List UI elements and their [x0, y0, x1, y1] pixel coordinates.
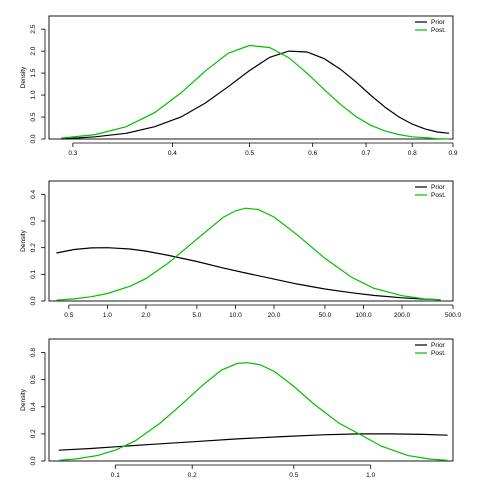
chart-panel-2: 0.5 1.0 2.0 5.0 10.0 20.0 50.0 100.0 200.0 500.0 0…	[20, 180, 462, 319]
y-tick-label: 2.0	[30, 46, 37, 55]
series-line-post	[58, 362, 448, 461]
x-tick-label: 0.4	[168, 150, 177, 157]
plot-frame	[48, 180, 454, 302]
legend-label: Post.	[431, 350, 446, 357]
y-tick-label: 0.2	[30, 243, 37, 252]
x-tick-label: 200.0	[394, 312, 411, 319]
series-line-prior	[58, 433, 448, 451]
y-tick-label: 0.4	[30, 189, 37, 198]
x-tick-label: 0.9	[448, 150, 457, 157]
y-tick-label: 0.0	[30, 134, 37, 143]
y-tick-label: 0.6	[30, 375, 37, 384]
y-axis-label: Density	[20, 388, 27, 410]
chart-panel-1: 0.3 0.4 0.5 0.6 0.7 0.8 0.9 0.0 0.5 1.0 1.5 2.0 2.5 D…	[20, 15, 458, 157]
x-tick-label: 5.0	[192, 312, 201, 319]
y-axis-label: Density	[20, 229, 27, 251]
x-tick-label: 0.3	[68, 150, 77, 157]
legend-label: Post.	[431, 27, 446, 34]
series-line-post	[61, 44, 450, 140]
x-tick-label: 0.5	[245, 150, 254, 157]
legend-label: Prior	[431, 19, 446, 26]
series-line-post	[56, 207, 441, 301]
y-tick-label: 0.1	[30, 269, 37, 278]
y-tick-label: 0.8	[30, 348, 37, 357]
x-tick-label: 10.0	[229, 312, 242, 319]
y-tick-label: 0.2	[30, 429, 37, 438]
x-tick-label: 500.0	[445, 312, 462, 319]
y-tick-label: 1.0	[30, 90, 37, 99]
x-tick-label: 0.5	[64, 312, 73, 319]
y-tick-label: 0.0	[30, 296, 37, 305]
x-tick-label: 100.0	[355, 312, 372, 319]
series-line-prior	[61, 50, 450, 140]
plot-frame	[48, 338, 454, 462]
y-tick-label: 2.5	[30, 24, 37, 33]
y-tick-label: 0.3	[30, 216, 37, 225]
chart-panel-3: 0.1 0.2 0.5 1.0 0.0 0.2 0.4 0.6 0.8 Density PriorP…	[20, 338, 454, 479]
x-tick-label: 0.1	[111, 472, 120, 479]
y-tick-label: 1.5	[30, 68, 37, 77]
y-tick-label: 0.4	[30, 402, 37, 411]
y-tick-label: 0.0	[30, 456, 37, 465]
x-tick-label: 20.0	[268, 312, 281, 319]
plot-frame	[48, 15, 454, 140]
legend-label: Post.	[431, 192, 446, 199]
y-axis-label: Density	[20, 66, 27, 88]
y-tick-label: 0.5	[30, 112, 37, 121]
x-tick-label: 0.7	[362, 150, 371, 157]
x-tick-label: 0.6	[308, 150, 317, 157]
x-tick-label: 1.0	[103, 312, 112, 319]
x-tick-label: 0.5	[289, 472, 298, 479]
legend-label: Prior	[431, 342, 446, 349]
x-tick-label: 2.0	[141, 312, 150, 319]
x-tick-label: 1.0	[366, 472, 375, 479]
legend-label: Prior	[431, 184, 446, 191]
series-line-prior	[56, 247, 441, 301]
x-tick-label: 0.2	[188, 472, 197, 479]
x-tick-label: 50.0	[319, 312, 332, 319]
x-tick-label: 0.8	[408, 150, 417, 157]
